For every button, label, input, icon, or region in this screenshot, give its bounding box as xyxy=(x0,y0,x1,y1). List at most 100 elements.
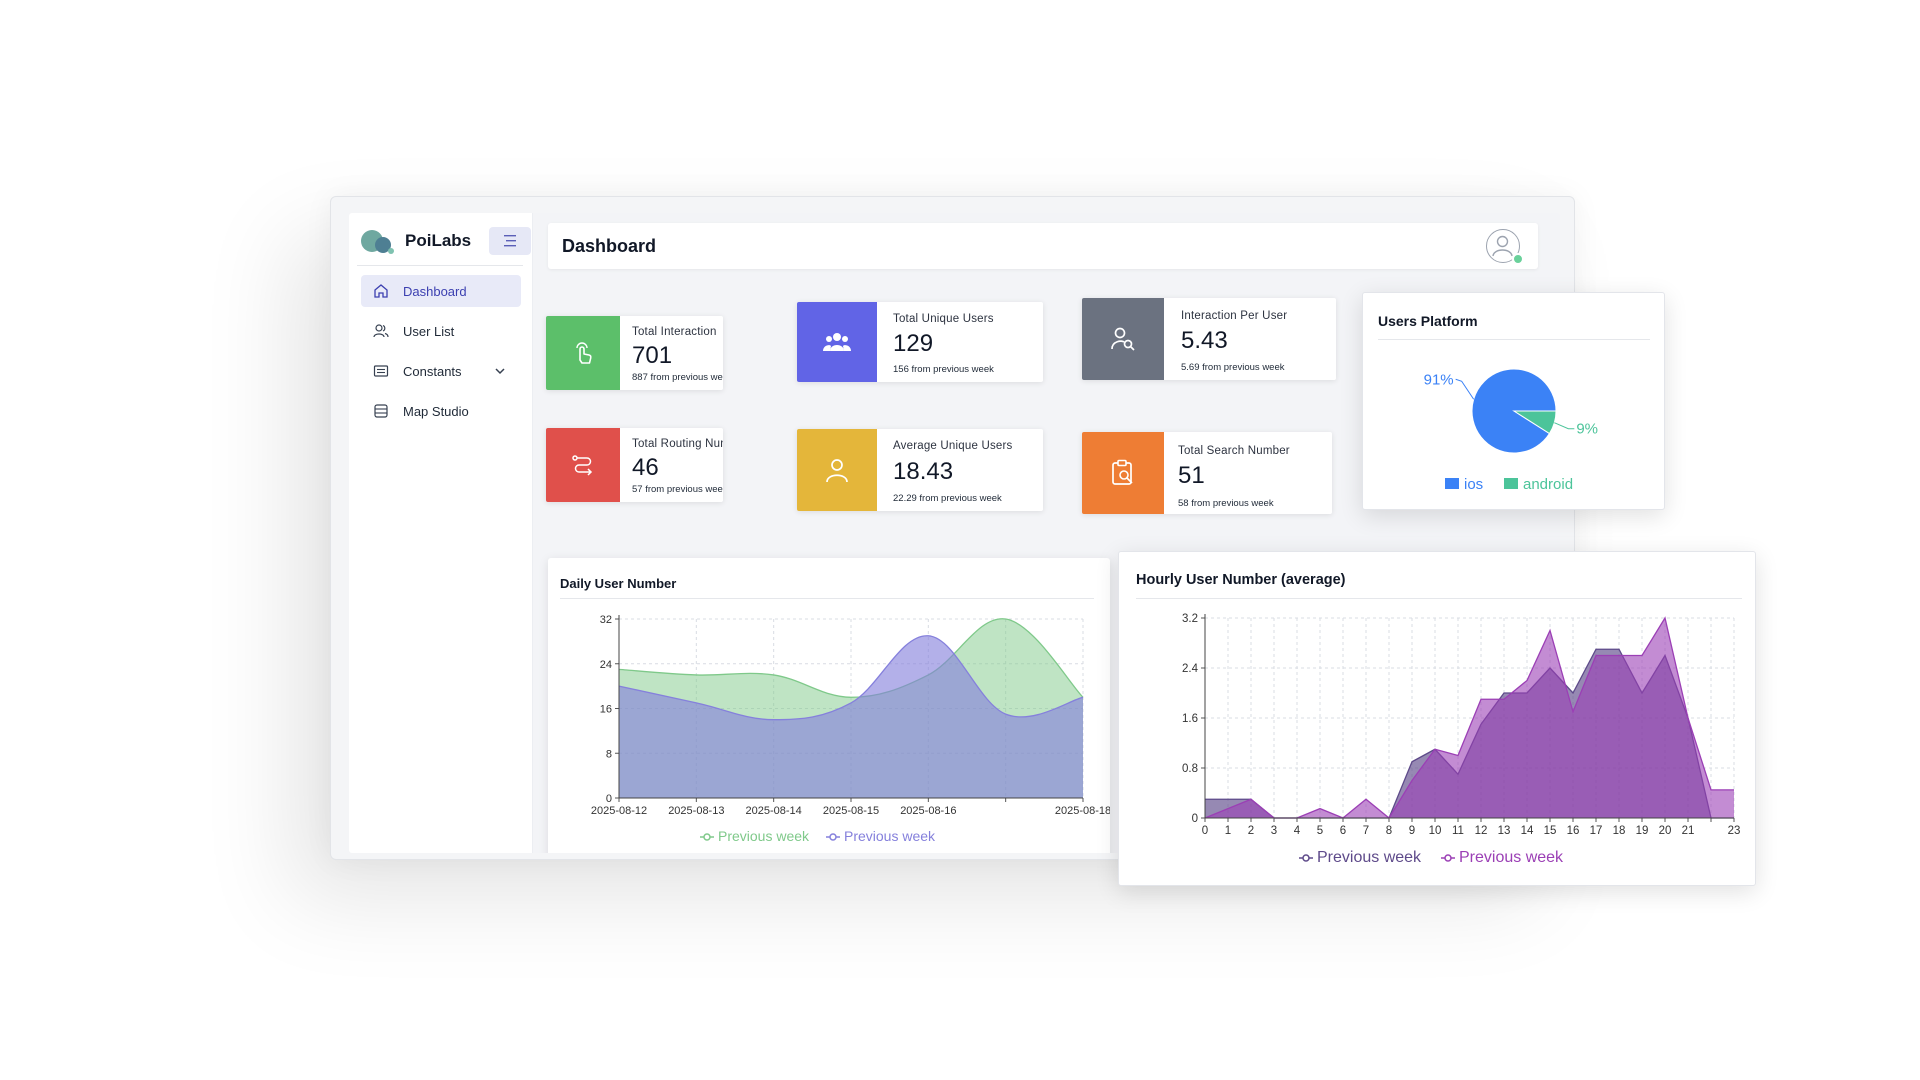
x-tick-label: 2025-08-18 xyxy=(1055,805,1110,817)
x-tick-label: 23 xyxy=(1728,825,1741,837)
x-tick-label: 1 xyxy=(1225,825,1231,837)
x-tick-label: 0 xyxy=(1202,825,1208,837)
stat-value: 51 xyxy=(1178,462,1205,489)
user-icon xyxy=(826,459,848,483)
stat-comparison: 887 from previous week xyxy=(632,372,723,383)
x-tick-label: 17 xyxy=(1590,825,1603,837)
x-tick-label: 6 xyxy=(1340,825,1346,837)
x-tick-label: 7 xyxy=(1363,825,1369,837)
users-platform-panel: Users Platform 91% 9% ios android xyxy=(1362,292,1665,510)
online-status-dot xyxy=(1512,253,1524,265)
sidebar-item-constants[interactable]: Constants xyxy=(361,355,521,387)
x-tick-label: 2025-08-12 xyxy=(591,805,647,817)
stat-comparison: 156 from previous week xyxy=(893,364,994,375)
stat-value: 701 xyxy=(632,342,673,369)
panel-divider xyxy=(1378,339,1650,340)
x-tick-label: 19 xyxy=(1636,825,1649,837)
stat-card-interaction-per-user: Interaction Per User 5.43 5.69 from prev… xyxy=(1082,298,1336,380)
x-tick-label: 10 xyxy=(1429,825,1442,837)
stat-comparison: 22.29 from previous week xyxy=(893,493,1002,504)
pie-slice-label: 9% xyxy=(1576,421,1598,438)
tap-icon xyxy=(576,342,592,364)
x-tick-label: 2 xyxy=(1248,825,1254,837)
y-tick-label: 0 xyxy=(606,793,612,805)
users-platform-pie-chart: 91% 9% ios android xyxy=(1424,368,1598,493)
stat-label: Total Search Number xyxy=(1178,445,1290,457)
legend-label: ios xyxy=(1464,476,1483,493)
x-tick-label: 5 xyxy=(1317,825,1323,837)
pie-leader-line xyxy=(1455,378,1475,400)
series-area-2 xyxy=(619,635,1083,798)
sidebar-item-dashboard[interactable]: Dashboard xyxy=(361,275,521,307)
stat-label: Total Routing Number xyxy=(632,438,723,450)
stat-value: 129 xyxy=(893,330,934,357)
y-tick-label: 1.6 xyxy=(1182,713,1198,725)
card-icon-bg xyxy=(1082,298,1164,380)
sidebar-item-label: Constants xyxy=(403,363,462,379)
legend-swatch-dot xyxy=(829,833,837,841)
x-tick-label: 12 xyxy=(1475,825,1488,837)
card-icon-bg xyxy=(546,428,620,502)
legend-swatch-dot xyxy=(703,833,711,841)
sidebar-item-map-studio[interactable]: Map Studio xyxy=(361,395,521,427)
users-icon xyxy=(373,324,389,338)
panel-divider xyxy=(1136,598,1742,599)
clipboard-search-icon xyxy=(1112,459,1133,485)
sidebar-item-user-list[interactable]: User List xyxy=(361,315,521,347)
list-icon xyxy=(373,365,389,377)
hourly-user-chart: 00.81.62.43.20 1 2 3 4 5 6 7 8 9 10 11 12 13 14 15 16 17 1… xyxy=(1182,613,1741,866)
menu-icon xyxy=(504,235,516,247)
brand-divider xyxy=(357,265,523,266)
stat-value: 46 xyxy=(632,454,659,481)
user-avatar-icon xyxy=(1492,235,1513,257)
sidebar: PoiLabs Dashboard xyxy=(349,213,533,853)
legend-label: Previous week xyxy=(1317,849,1422,866)
y-tick-label: 0.8 xyxy=(1182,763,1198,775)
stat-value: 5.43 xyxy=(1181,327,1228,354)
page-title: Dashboard xyxy=(562,236,657,256)
x-tick-label: 2025-08-14 xyxy=(746,805,802,817)
x-tick-label: 13 xyxy=(1498,825,1511,837)
stat-card-total-unique-users: Total Unique Users 129 156 from previous… xyxy=(797,302,1043,382)
legend-swatch-dot xyxy=(1302,854,1310,862)
user-search-icon xyxy=(1111,327,1135,351)
y-tick-label: 16 xyxy=(600,704,612,716)
stat-comparison: 58 from previous week xyxy=(1178,498,1274,509)
series-area-2 xyxy=(1205,618,1734,818)
legend-swatch-dot xyxy=(1444,854,1452,862)
menu-toggle-button[interactable] xyxy=(489,227,531,255)
stat-card-total-routing-number: Total Routing Number 46 57 from previous… xyxy=(546,428,723,502)
panel-divider xyxy=(560,598,1094,599)
x-tick-label: 18 xyxy=(1613,825,1626,837)
stat-value: 18.43 xyxy=(893,458,954,485)
sidebar-item-label: Dashboard xyxy=(403,283,467,299)
hourly-user-number-panel: Hourly User Number (average) 0 0.8 1.6 2.4 3… xyxy=(1118,551,1756,886)
y-tick-label: 32 xyxy=(600,614,612,626)
x-tick-label: 2025-08-15 xyxy=(823,805,879,817)
panel-title: Users Platform xyxy=(1378,313,1478,329)
stat-label: Total Interaction xyxy=(632,326,717,338)
y-tick-label: 8 xyxy=(606,748,612,760)
stat-card-total-interaction: Total Interaction 701 887 from previous … xyxy=(546,316,723,390)
legend-swatch xyxy=(1445,478,1459,489)
x-tick-label: 3 xyxy=(1271,825,1277,837)
stat-label: Average Unique Users xyxy=(893,440,1013,452)
x-tick-label: 2025-08-13 xyxy=(668,805,724,817)
card-icon-bg xyxy=(546,316,620,390)
legend-label: Previous week xyxy=(844,828,936,844)
y-tick-label: 0 xyxy=(1192,813,1198,825)
x-tick-label: 16 xyxy=(1567,825,1580,837)
legend-label: Previous week xyxy=(718,828,810,844)
sidebar-nav: Dashboard User List Co xyxy=(361,275,521,435)
y-tick-label: 3.2 xyxy=(1182,613,1198,625)
stat-label: Interaction Per User xyxy=(1181,310,1288,322)
card-icon-bg xyxy=(797,302,877,382)
x-tick-label: 8 xyxy=(1386,825,1392,837)
x-tick-label: 21 xyxy=(1682,825,1695,837)
stat-card-total-search-number: Total Search Number 51 58 from previous … xyxy=(1082,432,1332,514)
stat-comparison: 57 from previous week xyxy=(632,484,723,495)
x-tick-label: 15 xyxy=(1544,825,1557,837)
chevron-down-icon[interactable] xyxy=(493,364,507,378)
panel-title: Hourly User Number (average) xyxy=(1136,572,1346,588)
